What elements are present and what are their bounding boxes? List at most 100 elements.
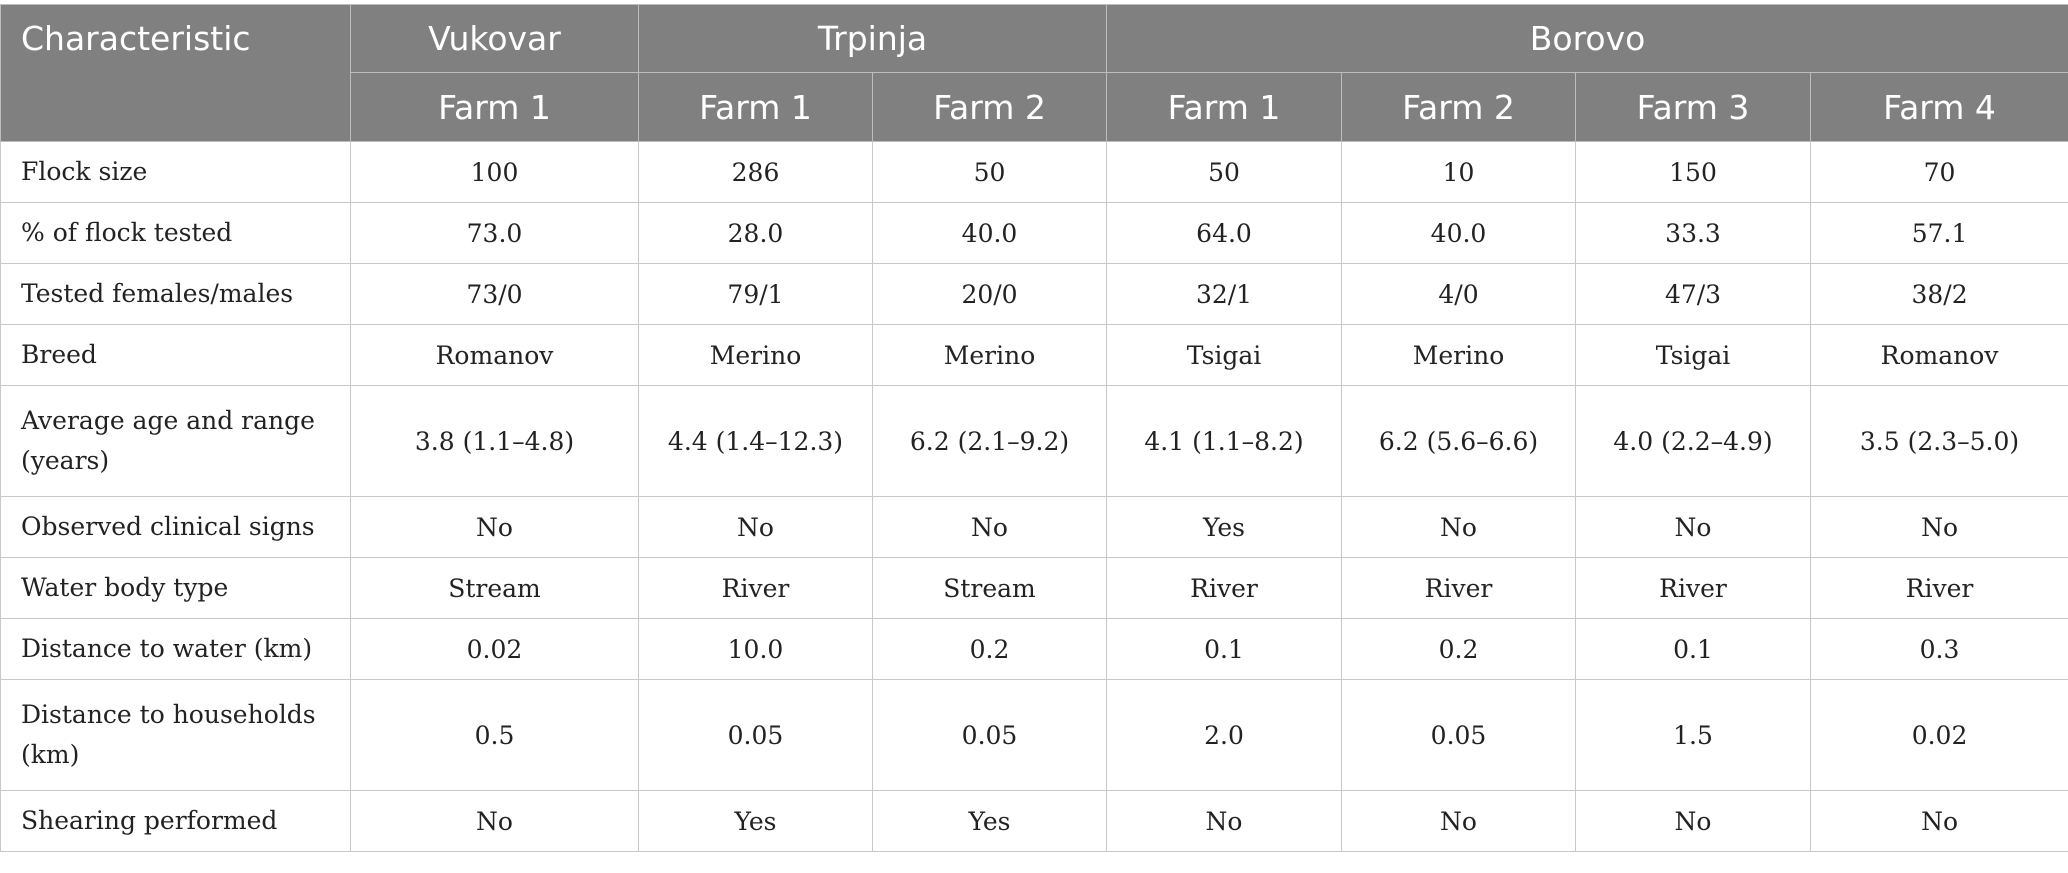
- table-cell: No: [350, 496, 639, 558]
- table-cell: No: [1341, 496, 1577, 558]
- table-cell: 4.0 (2.2–4.9): [1575, 385, 1812, 497]
- row-label: Distance to households (km): [0, 679, 351, 791]
- table-cell: No: [1341, 790, 1577, 852]
- table-cell: 38/2: [1810, 263, 2068, 325]
- table-cell: Yes: [871, 790, 1108, 852]
- table-cell: 0.05: [1341, 679, 1577, 791]
- header-farm: Farm 2: [1341, 72, 1577, 142]
- table-cell: River: [1341, 557, 1577, 619]
- table-cell: 28.0: [638, 202, 873, 264]
- table-cell: 57.1: [1810, 202, 2068, 264]
- table-cell: Tsigai: [1575, 324, 1812, 386]
- table-cell: 70: [1810, 141, 2068, 203]
- table-cell: 79/1: [638, 263, 873, 325]
- table-cell: Romanov: [1810, 324, 2068, 386]
- table-cell: 3.5 (2.3–5.0): [1810, 385, 2068, 497]
- row-label: Shearing performed: [0, 790, 351, 852]
- table-cell: 286: [638, 141, 873, 203]
- row-label-line: (km): [21, 740, 80, 769]
- table-row: Distance to households (km) 0.5 0.05 0.05…: [0, 679, 2068, 791]
- table-cell: 0.3: [1810, 618, 2068, 680]
- table-cell: Merino: [1341, 324, 1577, 386]
- table-row: % of flock tested 73.0 28.0 40.0 64.0 40…: [0, 202, 2068, 264]
- table-cell: 1.5: [1575, 679, 1812, 791]
- row-label: Distance to water (km): [0, 618, 351, 680]
- header-characteristic: Characteristic: [0, 4, 351, 142]
- table-cell: 0.1: [1575, 618, 1812, 680]
- table-body: Flock size 100 286 50 50 10 150 70 % of …: [0, 141, 2068, 852]
- table-cell: 73.0: [350, 202, 639, 264]
- table-cell: Stream: [871, 557, 1108, 619]
- table-row: Observed clinical signs No No No Yes No …: [0, 496, 2068, 558]
- table-cell: 0.02: [1810, 679, 2068, 791]
- table-cell: 100: [350, 141, 639, 203]
- header-row-farms: Farm 1 Farm 1 Farm 2 Farm 1 Farm 2 Farm …: [1, 72, 2068, 142]
- table-cell: 6.2 (2.1–9.2): [871, 385, 1108, 497]
- table-cell: 150: [1575, 141, 1812, 203]
- header-location-vukovar: Vukovar: [350, 4, 639, 73]
- table-row: Tested females/males 73/0 79/1 20/0 32/1…: [0, 263, 2068, 325]
- table-cell: No: [871, 496, 1108, 558]
- table-cell: Yes: [1106, 496, 1343, 558]
- header-farm: Farm 3: [1575, 72, 1812, 142]
- table-cell: 0.1: [1106, 618, 1343, 680]
- table-cell: 0.5: [350, 679, 639, 791]
- table-cell: No: [638, 496, 873, 558]
- table-cell: River: [1106, 557, 1343, 619]
- row-label: Average age and range (years): [0, 385, 351, 497]
- table-cell: 0.05: [638, 679, 873, 791]
- table-cell: No: [1810, 790, 2068, 852]
- table-cell: 10.0: [638, 618, 873, 680]
- table-cell: Merino: [638, 324, 873, 386]
- table-cell: 40.0: [1341, 202, 1577, 264]
- row-label: % of flock tested: [0, 202, 351, 264]
- table-cell: 4/0: [1341, 263, 1577, 325]
- row-label: Flock size: [0, 141, 351, 203]
- header-farm: Farm 4: [1810, 72, 2068, 142]
- header-location-trpinja: Trpinja: [637, 4, 1108, 73]
- header-farm: Farm 1: [350, 72, 639, 142]
- table-cell: 50: [871, 141, 1108, 203]
- table-cell: Merino: [871, 324, 1108, 386]
- table-row: Flock size 100 286 50 50 10 150 70: [0, 141, 2068, 203]
- table-cell: No: [350, 790, 639, 852]
- row-label-line: Distance to households: [21, 700, 316, 729]
- table-cell: 64.0: [1106, 202, 1343, 264]
- table-cell: 0.02: [350, 618, 639, 680]
- table-cell: Yes: [638, 790, 873, 852]
- row-label-line: Average age and range: [21, 406, 315, 435]
- table-cell: 0.05: [871, 679, 1108, 791]
- table-cell: Stream: [350, 557, 639, 619]
- row-label: Breed: [0, 324, 351, 386]
- table-cell: River: [1810, 557, 2068, 619]
- table-cell: 3.8 (1.1–4.8): [350, 385, 639, 497]
- table-cell: River: [638, 557, 873, 619]
- row-label: Water body type: [0, 557, 351, 619]
- header-location-borovo: Borovo: [1106, 4, 2068, 73]
- header-farm: Farm 2: [871, 72, 1108, 142]
- header-farm: Farm 1: [1106, 72, 1343, 142]
- header-farm: Farm 1: [638, 72, 873, 142]
- table-cell: No: [1575, 496, 1812, 558]
- table-cell: No: [1575, 790, 1812, 852]
- table-cell: Tsigai: [1106, 324, 1343, 386]
- table-cell: 4.4 (1.4–12.3): [638, 385, 873, 497]
- table-cell: 10: [1341, 141, 1577, 203]
- table-header: Characteristic Vukovar Trpinja Borovo Fa…: [0, 4, 2068, 142]
- row-label-line: (years): [21, 446, 110, 475]
- table-cell: 20/0: [871, 263, 1108, 325]
- table-cell: No: [1810, 496, 2068, 558]
- table-cell: 2.0: [1106, 679, 1343, 791]
- table-row: Distance to water (km) 0.02 10.0 0.2 0.1…: [0, 618, 2068, 680]
- table-row: Water body type Stream River Stream Rive…: [0, 557, 2068, 619]
- table-cell: 73/0: [350, 263, 639, 325]
- table-cell: 6.2 (5.6–6.6): [1341, 385, 1577, 497]
- table-cell: 47/3: [1575, 263, 1812, 325]
- row-label: Observed clinical signs: [0, 496, 351, 558]
- header-row-locations: Characteristic Vukovar Trpinja Borovo: [0, 4, 2068, 142]
- table-row: Shearing performed No Yes Yes No No No N…: [0, 790, 2068, 852]
- table-cell: River: [1575, 557, 1812, 619]
- table-cell: 50: [1106, 141, 1343, 203]
- table-cell: 4.1 (1.1–8.2): [1106, 385, 1343, 497]
- table-row: Breed Romanov Merino Merino Tsigai Merin…: [0, 324, 2068, 386]
